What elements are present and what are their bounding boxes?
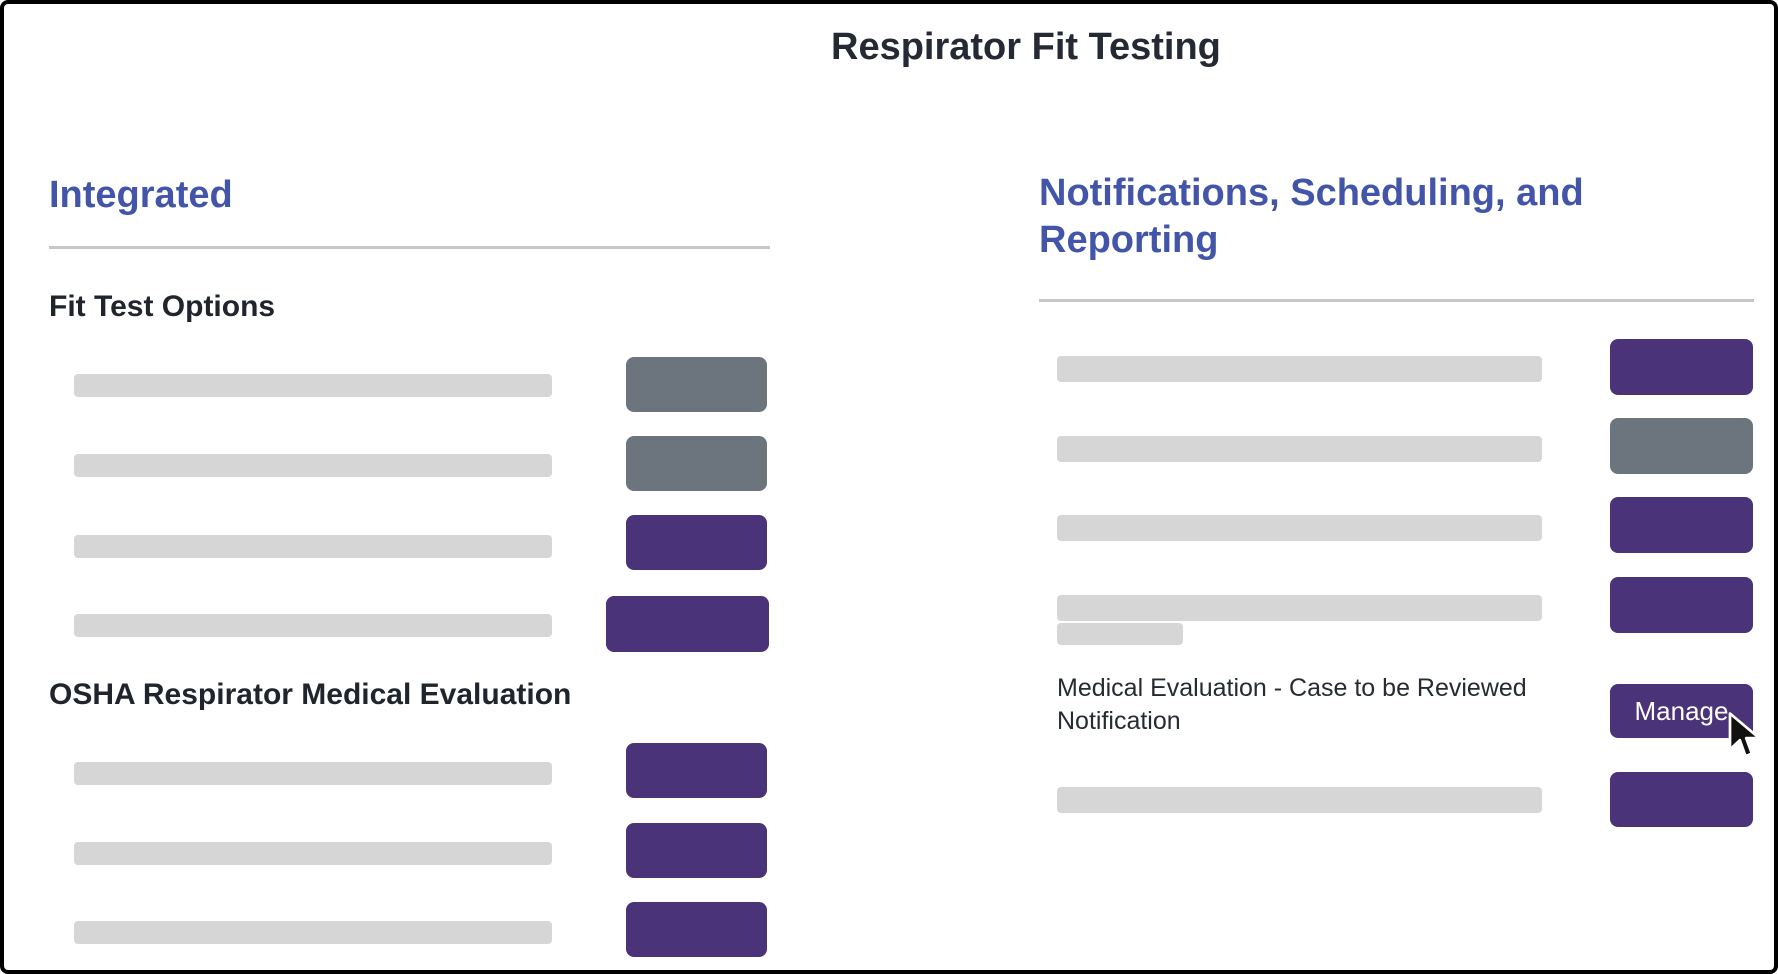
manage-button[interactable]: Manage [1610,684,1753,738]
redacted-text-bar [1057,595,1542,621]
right-column-divider [1039,299,1754,302]
redacted-button[interactable] [1610,418,1753,474]
redacted-button[interactable] [626,515,767,570]
redacted-text-bar [74,921,552,944]
redacted-text-bar [1057,515,1542,541]
redacted-text-bar [1057,356,1542,382]
notification-row-label: Medical Evaluation - Case to be Reviewed… [1057,674,1527,735]
manage-button-label: Manage [1634,695,1729,726]
section-title-osha-medical-evaluation: OSHA Respirator Medical Evaluation [49,678,572,711]
redacted-button[interactable] [1610,772,1753,827]
redacted-text-bar [74,535,552,558]
right-column-heading: Notifications, Scheduling, and Reporting [1039,172,1584,261]
redacted-button[interactable] [626,902,767,957]
redacted-text-bar [74,842,552,865]
redacted-button[interactable] [606,596,769,652]
left-column-divider [49,246,770,249]
redacted-text-bar [74,454,552,477]
redacted-text-bar [74,762,552,785]
redacted-button[interactable] [1610,577,1753,633]
redacted-text-bar [1057,787,1542,813]
page-title: Respirator Fit Testing [831,26,1221,68]
redacted-button[interactable] [626,823,767,878]
redacted-text-bar [74,374,552,397]
redacted-text-bar [74,614,552,637]
redacted-button[interactable] [626,743,767,798]
redacted-text-bar [1057,436,1542,462]
redacted-text-bar [1057,623,1183,645]
redacted-button[interactable] [1610,497,1753,553]
redacted-button[interactable] [1610,339,1753,395]
redacted-button[interactable] [626,357,767,412]
left-column-heading: Integrated [49,174,233,216]
section-title-fit-test-options: Fit Test Options [49,290,276,323]
redacted-button[interactable] [626,436,767,491]
